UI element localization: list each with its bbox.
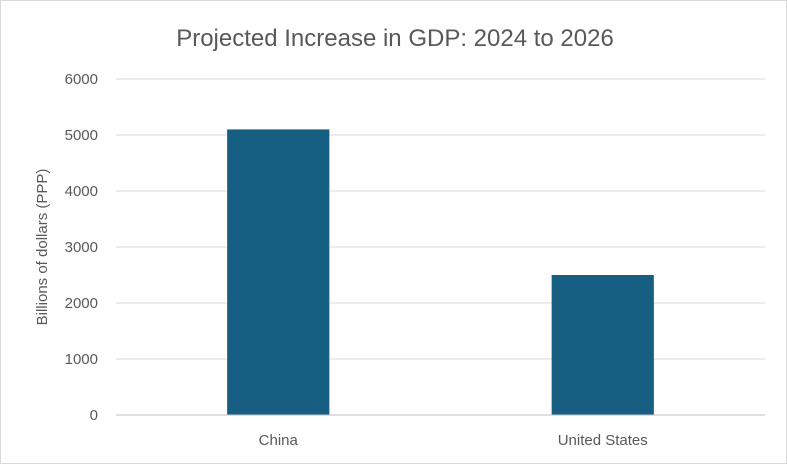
x-tick-label: China bbox=[259, 432, 299, 449]
y-tick-label: 6000 bbox=[65, 71, 98, 88]
y-tick-label: 3000 bbox=[65, 239, 98, 256]
bar-united-states bbox=[551, 275, 654, 415]
y-tick-label: 2000 bbox=[65, 295, 98, 312]
y-tick-label: 4000 bbox=[65, 183, 98, 200]
y-axis-label: Billions of dollars (PPP) bbox=[34, 169, 51, 326]
bar-china bbox=[227, 129, 330, 415]
x-axis-ticks: China United States bbox=[259, 432, 648, 449]
bars bbox=[227, 129, 654, 415]
y-tick-label: 1000 bbox=[65, 351, 98, 368]
x-tick-label: United States bbox=[558, 432, 648, 449]
y-tick-label: 0 bbox=[90, 407, 98, 424]
chart-title: Projected Increase in GDP: 2024 to 2026 bbox=[176, 25, 614, 52]
gridlines bbox=[116, 78, 765, 360]
y-axis-ticks: 0 1000 2000 3000 4000 5000 6000 bbox=[65, 71, 98, 424]
y-tick-label: 5000 bbox=[65, 127, 98, 144]
